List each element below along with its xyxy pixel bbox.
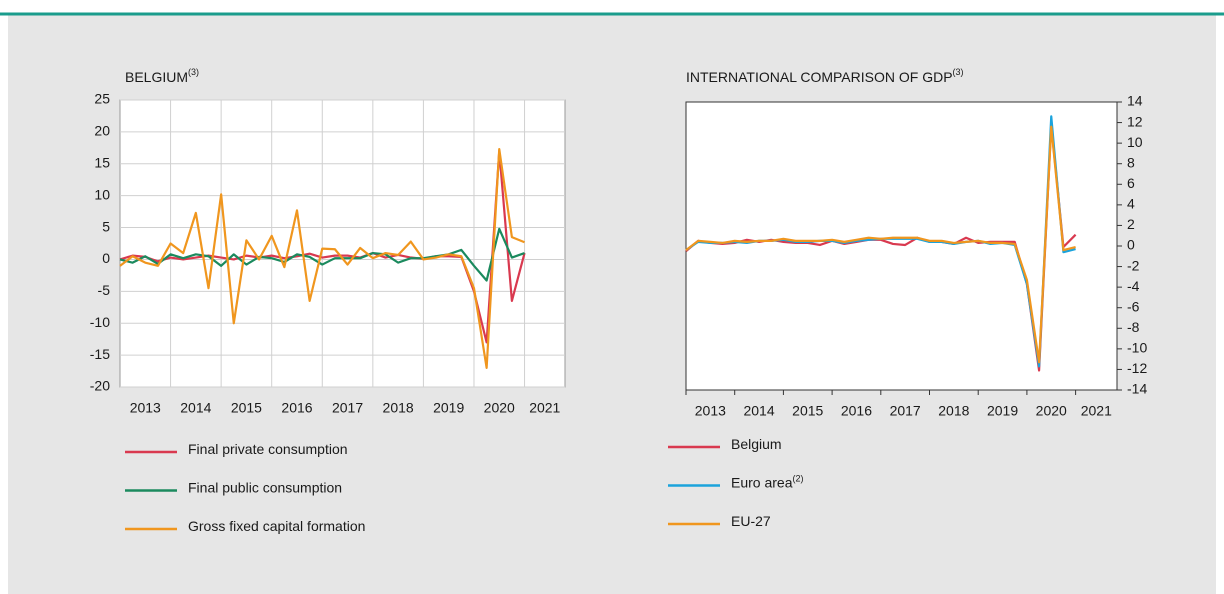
y-tick-label: -5 (98, 282, 111, 298)
title-text: BELGIUM (125, 69, 188, 85)
chart-title: INTERNATIONAL COMPARISON OF GDP(3) (686, 67, 964, 84)
y-tick-label: -15 (90, 346, 110, 362)
x-tick-label: 2018 (938, 403, 969, 419)
y-tick-label: 14 (1127, 93, 1143, 109)
x-tick-label: 2017 (890, 403, 921, 419)
y-tick-label: -12 (1127, 360, 1147, 376)
x-tick-label: 2013 (695, 403, 726, 419)
legend-label: Euro area(2) (731, 474, 803, 490)
legend-text: EU-27 (731, 513, 771, 529)
title-note: (3) (188, 67, 199, 77)
legend-text: Euro area (731, 474, 793, 490)
chart-title: BELGIUM(3) (125, 67, 199, 84)
legend-label: Gross fixed capital formation (188, 518, 365, 534)
x-tick-label: 2013 (130, 400, 161, 416)
y-tick-label: 10 (94, 186, 110, 202)
x-tick-label: 2020 (1036, 403, 1067, 419)
x-tick-label: 2018 (383, 400, 414, 416)
x-tick-label: 2019 (987, 403, 1018, 419)
y-tick-label: 6 (1127, 175, 1135, 191)
x-tick-label: 2014 (743, 403, 774, 419)
y-tick-label: -20 (90, 378, 110, 394)
series-line (119, 148, 525, 369)
y-tick-label: 0 (102, 250, 110, 266)
x-tick-label: 2015 (231, 400, 262, 416)
x-tick-label: 2020 (484, 400, 515, 416)
y-tick-label: 10 (1127, 134, 1143, 150)
x-tick-label: 2016 (281, 400, 312, 416)
legend-label: Belgium (731, 436, 782, 452)
y-tick-label: 25 (94, 91, 110, 107)
x-tick-label: 2016 (841, 403, 872, 419)
legend-text: Gross fixed capital formation (188, 518, 365, 534)
y-tick-label: -8 (1127, 319, 1140, 335)
y-tick-label: 0 (1127, 237, 1135, 253)
legend-text: Final private consumption (188, 441, 348, 457)
y-tick-label: -10 (1127, 340, 1147, 356)
legend-note: (2) (792, 474, 803, 484)
x-tick-label: 2019 (433, 400, 464, 416)
y-tick-label: -4 (1127, 278, 1140, 294)
y-tick-label: 20 (94, 123, 110, 139)
legend-text: Belgium (731, 436, 782, 452)
y-tick-label: 15 (94, 154, 110, 170)
y-tick-label: 8 (1127, 154, 1135, 170)
legend-label: Final public consumption (188, 479, 342, 495)
x-tick-label: 2021 (1081, 403, 1112, 419)
y-tick-label: 2 (1127, 216, 1135, 232)
y-tick-label: -2 (1127, 257, 1140, 273)
x-tick-label: 2015 (792, 403, 823, 419)
x-tick-label: 2014 (180, 400, 211, 416)
y-tick-label: 12 (1127, 113, 1143, 129)
series-line (685, 125, 1076, 364)
title-note: (3) (953, 67, 964, 77)
y-tick-label: -6 (1127, 298, 1140, 314)
legend-text: Final public consumption (188, 479, 342, 495)
x-tick-label: 2017 (332, 400, 363, 416)
legend-label: Final private consumption (188, 441, 348, 457)
y-tick-label: 4 (1127, 196, 1135, 212)
x-tick-label: 2021 (529, 400, 560, 416)
legend-label: EU-27 (731, 513, 771, 529)
y-tick-label: -14 (1127, 381, 1147, 397)
y-tick-label: -10 (90, 314, 110, 330)
title-text: INTERNATIONAL COMPARISON OF GDP (686, 69, 953, 85)
y-tick-label: 5 (102, 218, 110, 234)
series-line (119, 227, 525, 282)
